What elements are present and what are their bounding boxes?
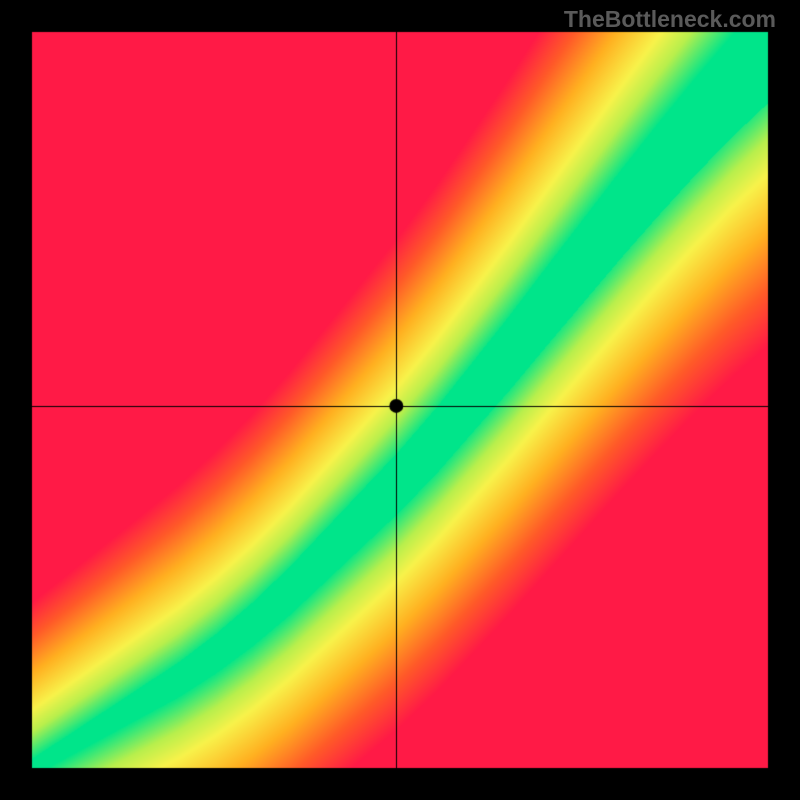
bottleneck-heatmap bbox=[0, 0, 800, 800]
watermark-text: TheBottleneck.com bbox=[564, 6, 776, 33]
